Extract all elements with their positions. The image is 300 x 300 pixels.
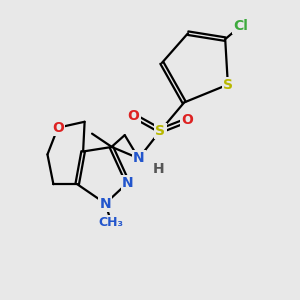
Text: N: N (133, 151, 145, 165)
Text: O: O (128, 109, 140, 123)
Text: Cl: Cl (233, 19, 248, 33)
Text: O: O (52, 121, 64, 135)
Text: CH₃: CH₃ (99, 216, 124, 229)
Text: S: S (223, 78, 233, 92)
Text: H: H (153, 162, 165, 176)
Text: S: S (155, 124, 165, 138)
Text: O: O (181, 113, 193, 127)
Text: N: N (122, 176, 134, 190)
Text: N: N (100, 196, 111, 211)
